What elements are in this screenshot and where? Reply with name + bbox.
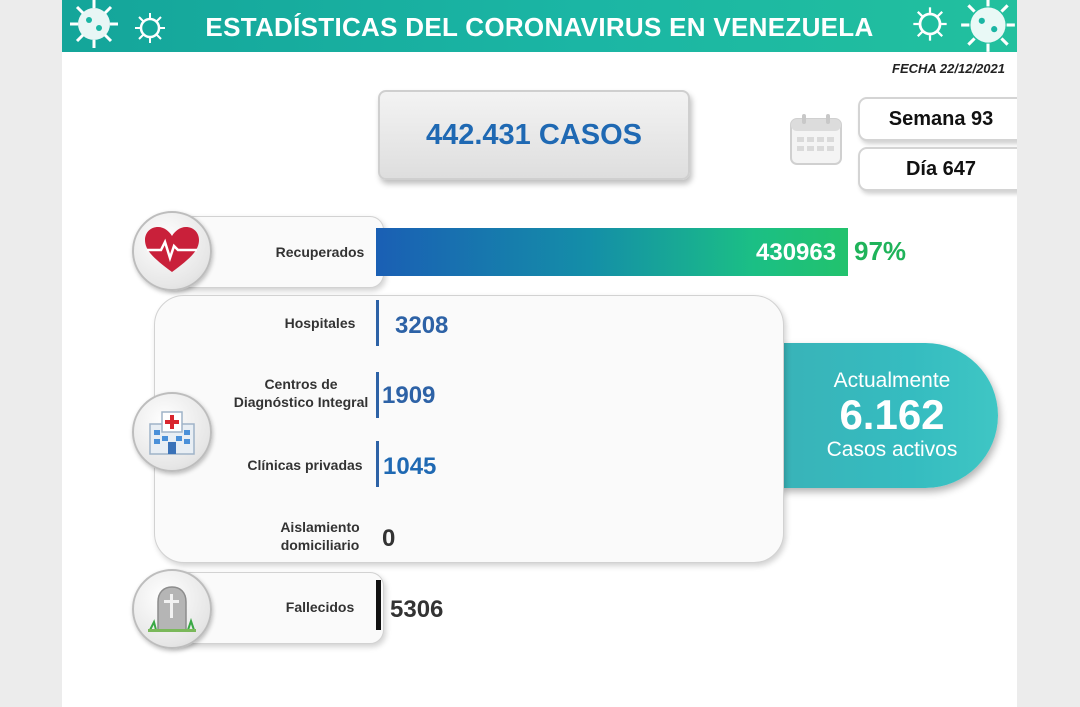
virus-icon (913, 7, 947, 41)
hospitalized-panel (154, 295, 784, 563)
infographic: ESTADÍSTICAS DEL CORONAVIRUS EN VENEZUEL… (62, 0, 1017, 707)
active-count: 6.162 (839, 391, 945, 438)
hospitales-value: 3208 (395, 312, 449, 339)
hospital-icon (149, 411, 195, 455)
virus-icon (961, 0, 1015, 52)
active-label-top: Actualmente (833, 369, 951, 392)
hospitales-bar (376, 300, 379, 346)
recovered-percent: 97% (854, 236, 907, 266)
cdi-label-line2: Diagnóstico Integral (233, 394, 369, 410)
week-pill: Semana 93 (858, 97, 1017, 141)
aislamiento-label-line2: domiciliario (280, 537, 360, 553)
cdi-label-line1: Centros de (264, 376, 338, 392)
recovered-value: 430963 (756, 239, 837, 266)
total-cases: 442.431 CASOS (425, 118, 642, 151)
hospitales-label: Hospitales (284, 315, 356, 331)
fallecidos-value: 5306 (390, 596, 444, 623)
cdi-bar (376, 372, 379, 418)
virus-icon (135, 13, 165, 43)
clinicas-bar (376, 441, 379, 487)
fallecidos-label: Fallecidos (285, 599, 355, 615)
header-banner: ESTADÍSTICAS DEL CORONAVIRUS EN VENEZUEL… (62, 0, 1017, 52)
tombstone-icon (148, 586, 196, 632)
report-date: FECHA 22/12/2021 (892, 61, 1005, 76)
recovered-bar (376, 228, 848, 276)
aislamiento-value: 0 (382, 525, 396, 552)
hospital-icon-circle (132, 392, 212, 472)
cdi-label: Centros de Diagnóstico Integral (222, 375, 380, 411)
aislamiento-label: Aislamiento domiciliario (260, 518, 380, 554)
total-cases-box: 442.431 CASOS (378, 90, 690, 180)
header-title: ESTADÍSTICAS DEL CORONAVIRUS EN VENEZUEL… (205, 12, 874, 42)
cdi-value: 1909 (382, 382, 436, 409)
recovered-icon-circle (132, 211, 212, 291)
deceased-icon-circle (132, 569, 212, 649)
day-pill: Día 647 (858, 147, 1017, 191)
virus-icon (70, 0, 118, 48)
heart-pulse-icon (145, 227, 199, 272)
active-cases-box: Actualmente 6.162 Casos activos (780, 343, 998, 488)
active-label-bottom: Casos activos (826, 438, 958, 461)
fallecidos-bar (376, 580, 381, 630)
aislamiento-label-line1: Aislamiento (280, 519, 360, 535)
recovered-label: Recuperados (275, 244, 365, 260)
calendar-icon (790, 114, 842, 165)
clinicas-label: Clínicas privadas (247, 457, 363, 473)
clinicas-value: 1045 (383, 453, 437, 480)
